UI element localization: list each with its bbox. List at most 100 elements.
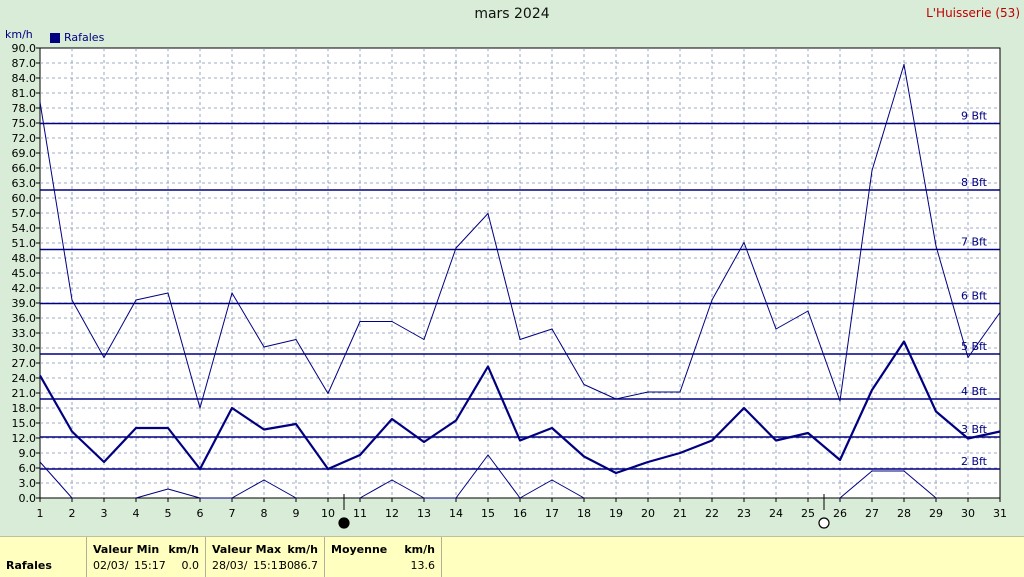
x-tick-label: 1	[37, 507, 44, 520]
max-value: 86.7	[293, 559, 319, 572]
y-tick-label: 6.0	[19, 462, 37, 475]
beaufort-label: 6 Bft	[961, 290, 988, 303]
x-tick-label: 3	[101, 507, 108, 520]
series-line-min	[39, 461, 73, 499]
y-tick-label: 54.0	[12, 222, 37, 235]
x-tick-label: 2	[69, 507, 76, 520]
y-tick-label: 45.0	[12, 267, 37, 280]
data-point-mean	[807, 432, 809, 434]
y-tick-label: 3.0	[19, 477, 37, 490]
x-tick-label: 12	[385, 507, 399, 520]
data-point-mean	[519, 439, 521, 442]
data-point-min	[551, 479, 553, 481]
max-time-tail: 30	[280, 559, 294, 572]
data-point-mean	[999, 430, 1001, 433]
y-tick-label: 69.0	[12, 147, 37, 160]
x-tick-label: 23	[737, 507, 751, 520]
data-point-mean	[551, 427, 553, 429]
data-point-mean	[871, 389, 873, 391]
data-point-max	[551, 328, 553, 330]
data-point-mean	[231, 407, 233, 409]
chart: 0.0 3.0 6.0 9.0 12.0 15.0 18.0 21.0 24.0 27.0 30.0…	[12, 42, 1007, 529]
min-header: Valeur Min	[93, 543, 160, 556]
y-tick-label: 33.0	[12, 327, 37, 340]
data-point-max	[327, 392, 329, 395]
data-point-min	[519, 497, 521, 499]
y-tick-label: 90.0	[12, 42, 37, 55]
data-point-min	[295, 497, 297, 499]
footer-max-cell: Valeur Max km/h 28/03/ 15:11 30 86.7	[206, 537, 325, 577]
data-point-mean	[647, 461, 649, 463]
data-point-min	[359, 497, 361, 499]
y-tick-label: 78.0	[12, 102, 37, 115]
data-point-mean	[711, 439, 713, 442]
data-point-mean	[967, 437, 969, 440]
data-point-mean	[39, 374, 41, 377]
data-point-max	[199, 407, 201, 409]
beaufort-label: 4 Bft	[961, 385, 988, 398]
footer-mean-cell: Moyenne km/h 13.6	[325, 537, 442, 577]
x-tick-label: 8	[261, 507, 268, 520]
new-moon-icon	[338, 517, 350, 529]
data-point-min	[487, 454, 489, 456]
data-point-max	[103, 356, 105, 359]
y-tick-label: 75.0	[12, 117, 37, 130]
data-point-mean	[615, 472, 617, 474]
data-point-mean	[359, 454, 361, 456]
y-tick-label: 84.0	[12, 72, 37, 85]
data-point-min	[167, 488, 169, 490]
data-point-max	[391, 320, 393, 323]
x-tick-label: 7	[229, 507, 236, 520]
x-tick-label: 6	[197, 507, 204, 520]
data-point-mean	[423, 441, 425, 443]
data-point-max	[135, 299, 137, 301]
series-line-min	[839, 470, 937, 499]
data-point-max	[583, 383, 585, 386]
x-tick-label: 27	[865, 507, 879, 520]
min-unit: km/h	[168, 543, 199, 556]
x-tick-label: 4	[133, 507, 140, 520]
data-point-mean	[487, 365, 489, 368]
mean-header: Moyenne	[331, 543, 388, 556]
y-tick-label: 87.0	[12, 57, 37, 70]
y-tick-label: 0.0	[19, 492, 37, 505]
y-tick-label: 15.0	[12, 417, 37, 430]
y-tick-label: 81.0	[12, 87, 37, 100]
x-tick-label: 15	[481, 507, 495, 520]
data-point-mean	[743, 407, 745, 409]
beaufort-label: 7 Bft	[961, 236, 988, 249]
data-point-min	[423, 497, 425, 499]
data-point-mean	[775, 439, 777, 442]
data-point-max	[455, 247, 457, 249]
data-point-max	[839, 400, 841, 402]
y-tick-label: 21.0	[12, 387, 37, 400]
y-tick-label: 9.0	[19, 447, 37, 460]
x-tick-label: 25	[801, 507, 815, 520]
station-name: L'Huisserie (53)	[926, 6, 1020, 20]
data-point-max	[39, 101, 41, 103]
data-point-min	[263, 479, 265, 481]
data-point-mean	[583, 455, 585, 458]
mean-unit: km/h	[404, 543, 435, 556]
data-point-mean	[327, 468, 329, 470]
max-date: 28/03/	[212, 559, 248, 572]
data-point-min	[135, 497, 137, 499]
data-point-max	[263, 346, 265, 348]
data-point-min	[583, 497, 585, 499]
y-tick-label: 36.0	[12, 312, 37, 325]
x-tick-label: 20	[641, 507, 655, 520]
data-point-max	[167, 292, 169, 294]
y-tick-label: 63.0	[12, 177, 37, 190]
data-point-min	[199, 497, 201, 499]
x-tick-label: 13	[417, 507, 431, 520]
data-point-mean	[295, 423, 297, 425]
beaufort-label: 2 Bft	[961, 455, 988, 468]
x-tick-label: 17	[545, 507, 559, 520]
data-point-max	[711, 299, 713, 301]
x-tick-label: 14	[449, 507, 463, 520]
x-tick-label: 28	[897, 507, 911, 520]
x-tick-label: 24	[769, 507, 783, 520]
data-point-mean	[167, 427, 169, 429]
x-tick-label: 29	[929, 507, 943, 520]
data-point-max	[743, 241, 745, 244]
